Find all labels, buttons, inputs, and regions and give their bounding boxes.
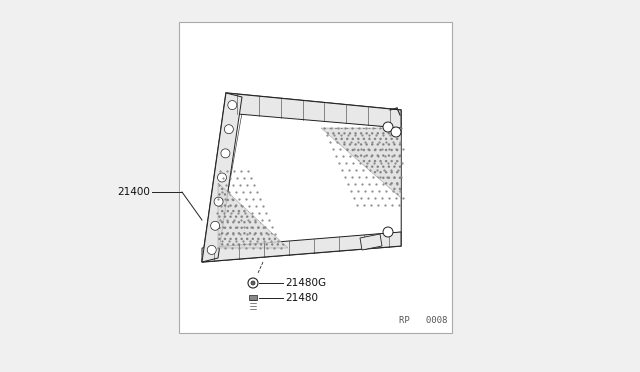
Circle shape — [228, 100, 237, 110]
Polygon shape — [360, 234, 382, 250]
Circle shape — [207, 246, 216, 254]
Circle shape — [391, 127, 401, 137]
Polygon shape — [226, 93, 401, 128]
Bar — [179, 22, 452, 333]
Circle shape — [251, 281, 255, 285]
Polygon shape — [202, 93, 242, 262]
Circle shape — [211, 221, 220, 230]
Circle shape — [218, 173, 227, 182]
Text: 21480: 21480 — [285, 293, 318, 303]
Polygon shape — [218, 183, 288, 248]
Text: 21480G: 21480G — [285, 278, 326, 288]
Polygon shape — [321, 128, 401, 198]
Polygon shape — [218, 113, 401, 248]
Circle shape — [248, 278, 258, 288]
Polygon shape — [202, 93, 401, 262]
Polygon shape — [202, 232, 401, 262]
Circle shape — [221, 149, 230, 158]
Bar — [249, 295, 257, 300]
Circle shape — [214, 197, 223, 206]
Text: 21400: 21400 — [117, 187, 150, 197]
Text: RP   0008: RP 0008 — [399, 316, 447, 325]
Circle shape — [225, 125, 234, 134]
Circle shape — [383, 227, 393, 237]
Circle shape — [383, 122, 393, 132]
